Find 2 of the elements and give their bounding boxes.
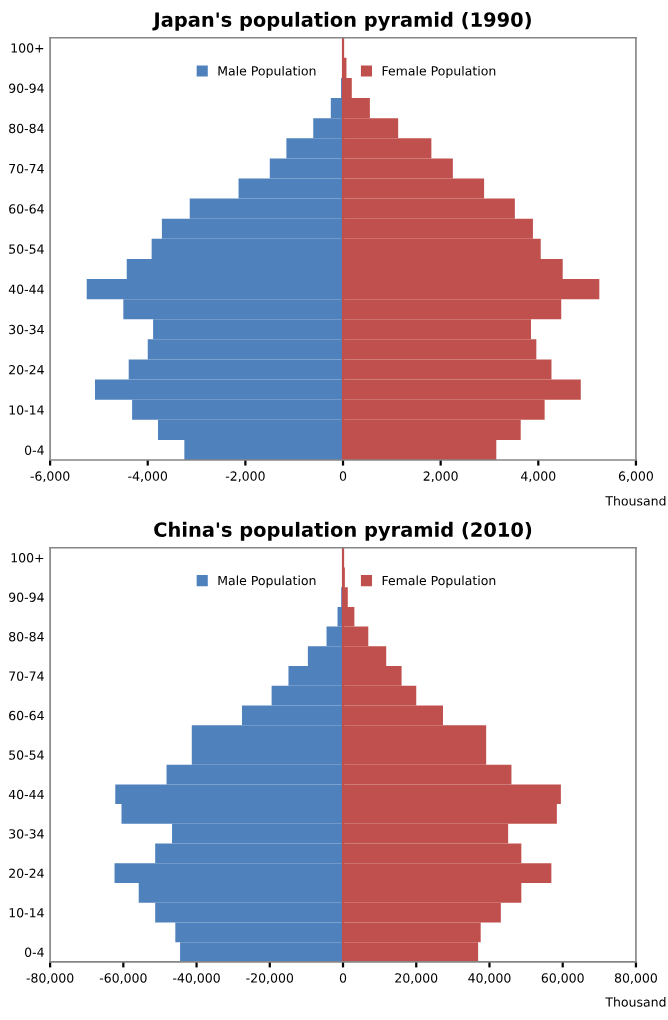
chart-title: China's population pyramid (2010) [154, 521, 532, 541]
chart-title: Japan's population pyramid (1990) [152, 11, 531, 31]
